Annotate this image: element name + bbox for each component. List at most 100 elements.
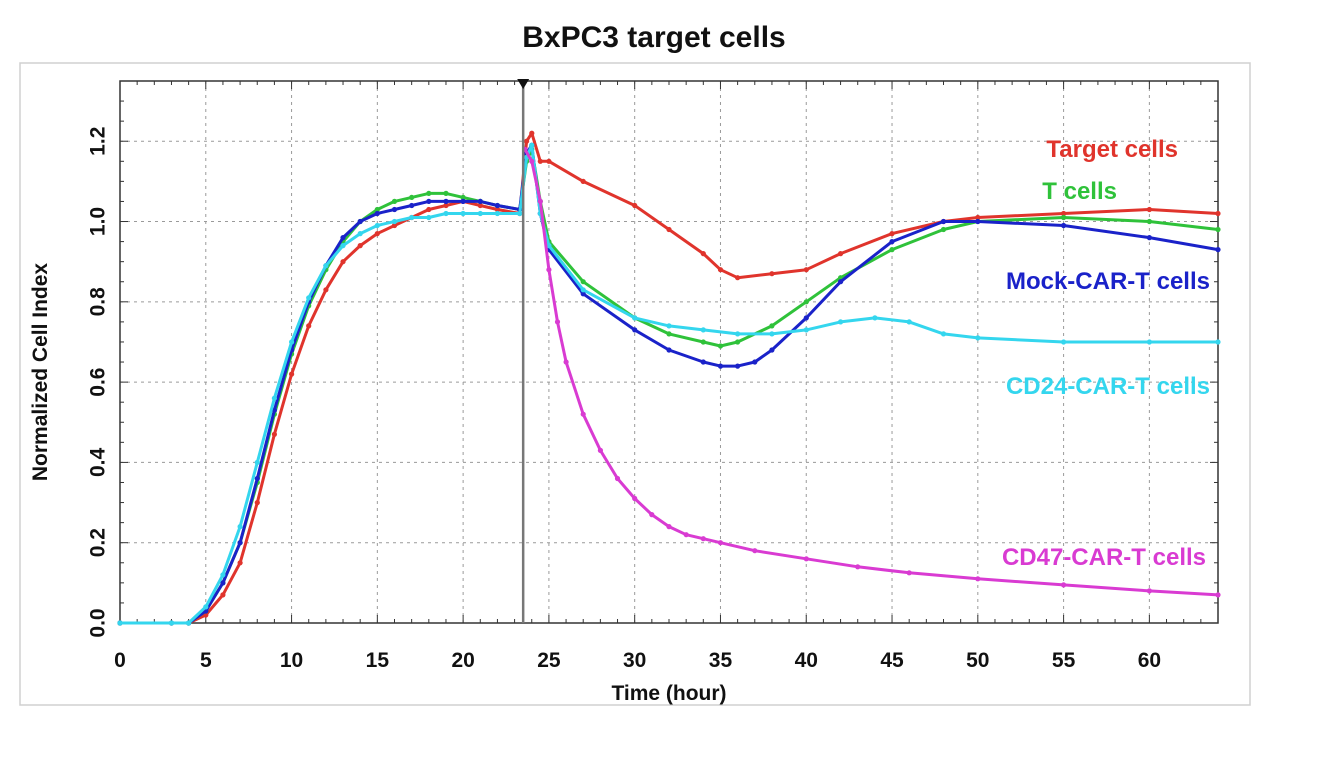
x-tick-label: 45 <box>880 649 904 672</box>
data-point <box>289 339 295 345</box>
data-point <box>477 210 483 217</box>
data-point <box>460 198 466 204</box>
data-point <box>271 431 277 437</box>
data-point <box>803 556 809 562</box>
data-point <box>374 206 380 213</box>
data-point <box>1146 206 1152 213</box>
x-tick-label: 55 <box>1052 649 1076 672</box>
data-point <box>632 327 638 333</box>
data-point <box>220 592 226 598</box>
data-point <box>1146 588 1152 594</box>
data-point <box>391 206 398 213</box>
series-group <box>117 130 1221 626</box>
data-point <box>649 511 655 518</box>
data-point <box>426 190 432 196</box>
data-point <box>717 540 724 546</box>
x-axis-label: Time (hour) <box>611 682 726 705</box>
data-point <box>735 339 741 345</box>
data-point <box>1146 218 1152 225</box>
data-point <box>940 226 947 233</box>
data-point <box>529 158 535 164</box>
data-point <box>494 202 500 209</box>
data-point <box>975 218 981 225</box>
x-tick-label: 20 <box>451 649 474 672</box>
data-point <box>614 475 621 482</box>
data-point <box>374 231 380 237</box>
chart-title: BxPC3 target cells <box>522 21 785 54</box>
data-point <box>1061 339 1067 345</box>
data-point <box>477 198 483 204</box>
data-point <box>306 323 312 329</box>
data-point <box>1215 210 1221 217</box>
data-point <box>906 319 912 325</box>
data-point <box>524 138 530 144</box>
series-line <box>120 143 1219 625</box>
y-axis-label: Normalized Cell Index <box>29 263 52 482</box>
data-point <box>838 319 844 325</box>
data-point <box>443 210 449 217</box>
data-point <box>340 243 346 249</box>
data-point <box>580 287 586 293</box>
x-tick-label: 15 <box>366 649 390 672</box>
data-point <box>889 239 895 245</box>
legend: Target cells T cells Mock-CAR-T cells CD24-… <box>1002 136 1210 571</box>
data-point <box>752 548 758 554</box>
data-point <box>803 315 809 321</box>
x-tick-label: 0 <box>114 649 126 672</box>
data-point <box>289 371 295 377</box>
data-point <box>735 331 741 337</box>
axis-ticks: 0 5 10 15 20 25 30 35 40 45 50 55 60 0.0 0.2 0.4 0.6 0.8 1… <box>86 80 1219 672</box>
data-point <box>426 214 432 221</box>
data-point <box>374 222 380 229</box>
data-point <box>426 206 432 213</box>
data-point <box>1146 339 1152 345</box>
data-point <box>254 475 260 482</box>
data-point <box>1061 222 1067 229</box>
data-point <box>597 447 604 453</box>
data-point <box>666 226 672 233</box>
legend-label: T cells <box>1042 178 1117 205</box>
data-point <box>700 327 706 333</box>
data-point <box>546 158 552 164</box>
outer-frame <box>19 62 1251 706</box>
legend-label: Mock-CAR-T cells <box>1006 268 1210 295</box>
x-tick-label: 25 <box>537 649 561 672</box>
x-tick-label: 10 <box>280 649 303 672</box>
legend-label: Target cells <box>1046 136 1178 163</box>
data-point <box>529 130 535 136</box>
data-point <box>975 335 981 341</box>
data-point <box>769 271 775 277</box>
data-point <box>717 363 724 369</box>
data-point <box>443 198 449 204</box>
data-point <box>769 323 775 329</box>
data-point <box>460 194 466 200</box>
y-tick-label: 0.2 <box>86 528 109 557</box>
data-point <box>529 142 535 148</box>
data-point <box>306 295 312 301</box>
data-point <box>391 222 398 229</box>
data-point <box>683 532 689 538</box>
data-point <box>855 564 861 570</box>
legend-label: CD47-CAR-T cells <box>1002 544 1206 571</box>
data-point <box>460 210 466 217</box>
data-point <box>666 524 672 530</box>
data-point <box>735 275 741 281</box>
data-point <box>563 359 569 365</box>
data-point <box>554 319 561 325</box>
data-point <box>700 359 706 365</box>
data-point <box>477 202 483 209</box>
y-tick-label: 0.4 <box>86 447 109 477</box>
data-point <box>666 331 672 337</box>
series-cd24-car-t-cells <box>117 142 1221 626</box>
data-point <box>717 343 724 349</box>
data-point <box>975 576 981 582</box>
data-point <box>940 218 947 225</box>
x-tick-label: 35 <box>709 649 733 672</box>
data-point <box>580 411 586 417</box>
data-point <box>323 287 329 293</box>
data-point <box>889 247 895 253</box>
data-point <box>494 206 500 213</box>
data-point <box>323 263 329 269</box>
data-point <box>1061 214 1067 221</box>
